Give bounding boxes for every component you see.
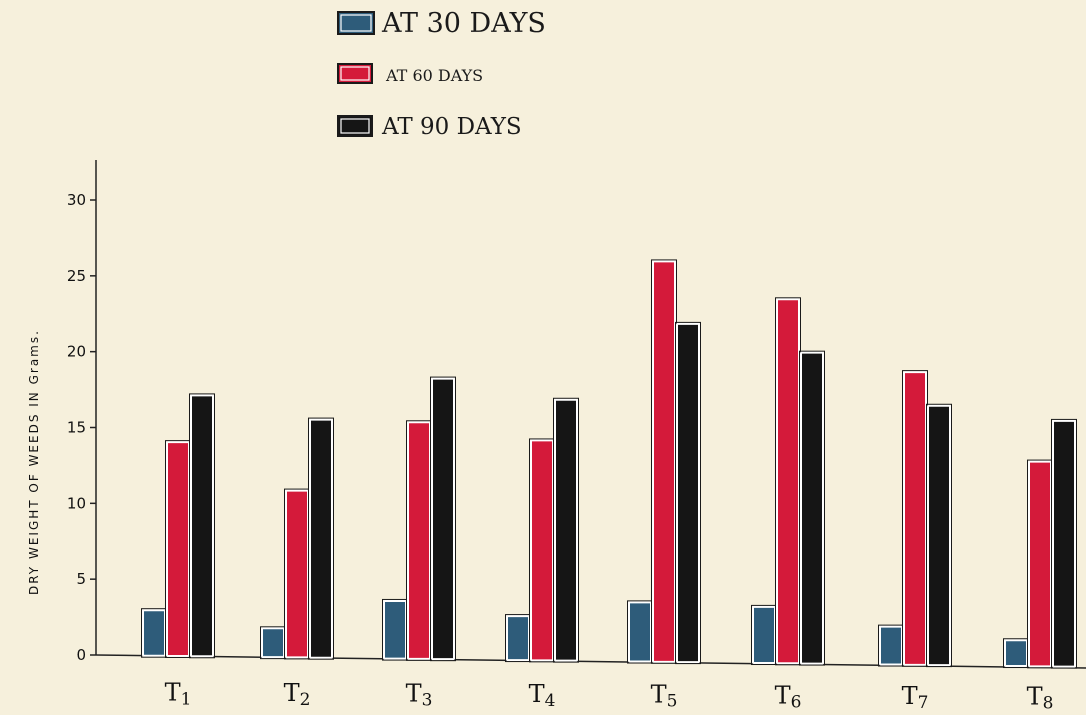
bar-t1-series-2	[166, 441, 190, 657]
legend-swatch-inner	[340, 118, 370, 134]
bar-outline	[926, 403, 952, 668]
y-ticks: 0 5 10 15 20 25 30	[67, 191, 96, 664]
bar-t7-series-3	[927, 404, 951, 667]
legend-label-2: AT 60 DAYS	[385, 66, 483, 85]
bar-t5-series-3	[676, 322, 700, 664]
bar-outline	[430, 376, 456, 662]
category-label-t6: T6	[775, 681, 802, 712]
y-tick-label: 5	[76, 570, 86, 588]
bar-outline	[1051, 418, 1077, 669]
bar-t5-series-2	[652, 260, 676, 663]
y-axis-label: DRY WEIGHT OF WEEDS IN Grams.	[27, 329, 41, 595]
category-label-t2: T2	[284, 679, 311, 710]
category-label-t3: T3	[406, 680, 433, 711]
bar-t7-series-2	[903, 371, 927, 666]
y-tick-label: 15	[67, 419, 86, 437]
bar-t2-series-3	[309, 418, 333, 659]
legend-swatch-1	[337, 11, 375, 35]
legend-swatch-2	[337, 63, 373, 84]
bar-t4-series-1	[506, 615, 530, 662]
legend-label-1: AT 30 DAYS	[381, 8, 546, 39]
bar-outline	[189, 393, 215, 659]
bar-t6-series-3	[800, 351, 824, 665]
bar-t6-series-2	[776, 298, 800, 665]
bar-outline	[675, 321, 701, 665]
category-label-t7: T7	[902, 682, 929, 713]
bar-t8-series-2	[1028, 460, 1052, 668]
bar-t7-series-1	[879, 625, 903, 666]
legend: AT 30 DAYS AT 60 DAYS AT 90 DAYS	[337, 8, 546, 140]
category-label-t1: T1	[165, 678, 192, 709]
legend-swatch-inner	[340, 14, 372, 32]
bar-t3-series-1	[383, 599, 407, 660]
bar-t8-series-3	[1052, 419, 1076, 668]
bar-outline	[799, 350, 825, 666]
bar-outline	[553, 397, 579, 663]
y-tick-label: 30	[67, 191, 86, 209]
bars	[141, 259, 1077, 669]
bar-t4-series-2	[530, 439, 554, 662]
category-labels: T1 T2 T3 T4 T5 T6 T7 T8	[165, 678, 1054, 713]
y-tick-label: 20	[67, 343, 86, 361]
bar-t1-series-1	[142, 609, 166, 657]
legend-label-3: AT 90 DAYS	[381, 114, 522, 140]
legend-swatch-3	[337, 115, 373, 137]
bar-t2-series-1	[261, 627, 285, 659]
y-tick-label: 10	[67, 494, 86, 512]
category-label-t5: T5	[651, 681, 678, 712]
bar-t1-series-3	[190, 394, 214, 658]
y-tick-label: 0	[76, 646, 86, 664]
y-tick-label: 25	[67, 267, 86, 285]
legend-swatch-inner	[340, 66, 370, 81]
category-label-t4: T4	[529, 680, 556, 711]
bar-t6-series-1	[752, 605, 776, 665]
bar-t4-series-3	[554, 398, 578, 662]
bar-outline	[308, 417, 334, 660]
bar-t8-series-1	[1004, 639, 1028, 668]
bar-t3-series-3	[431, 377, 455, 661]
category-label-t8: T8	[1027, 683, 1054, 714]
bar-t3-series-2	[407, 421, 431, 660]
bar-t2-series-2	[285, 489, 309, 659]
bar-t5-series-1	[628, 601, 652, 663]
